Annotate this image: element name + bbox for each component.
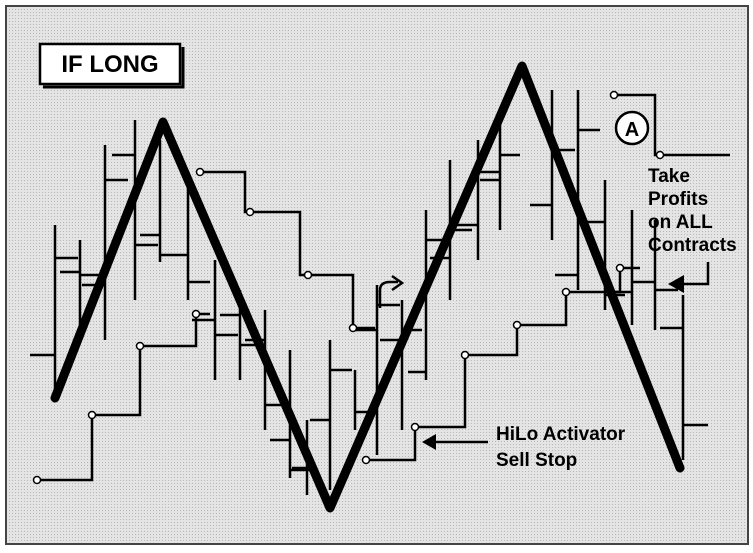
annotation-line: HiLo Activator — [496, 424, 626, 445]
annotation-line: Take — [648, 166, 690, 187]
annotation-line: Contracts — [648, 235, 737, 256]
arrow-line — [680, 262, 710, 286]
label-shadow — [43, 47, 185, 89]
marker: A — [625, 119, 639, 141]
arrow-head — [668, 275, 684, 293]
arrow-head — [422, 434, 436, 450]
zigzag — [50, 61, 685, 513]
annotation-line: Sell Stop — [496, 450, 577, 471]
step-dots — [32, 90, 665, 485]
marker-circle — [614, 110, 650, 146]
label: IF LONG — [61, 51, 158, 78]
hilo-steps — [37, 93, 730, 482]
annotation-line: Profits — [648, 189, 708, 210]
label-box — [38, 42, 182, 86]
reversal-arrow — [378, 274, 405, 308]
annotation-line: on ALL — [648, 212, 713, 233]
